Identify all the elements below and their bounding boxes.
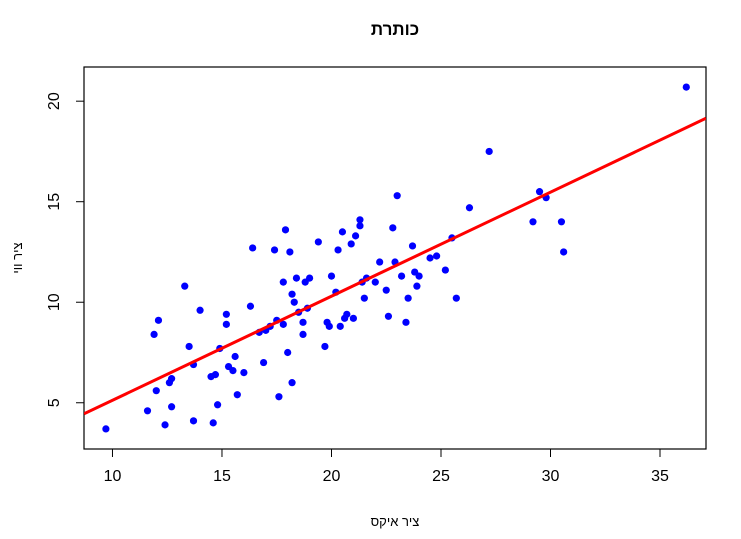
y-tick-label: 5	[46, 398, 63, 407]
data-point	[393, 192, 401, 200]
data-point	[154, 316, 163, 324]
data-point	[143, 407, 152, 415]
x-axis-label: ציר איקס	[371, 514, 420, 529]
data-point	[351, 232, 360, 240]
data-point	[441, 266, 449, 274]
data-point	[452, 294, 460, 302]
data-point	[233, 391, 241, 399]
data-point	[279, 278, 287, 286]
regression-line-layer	[84, 116, 706, 416]
data-point	[152, 387, 160, 395]
data-point	[356, 222, 364, 230]
data-point	[336, 322, 344, 330]
data-point	[185, 342, 193, 351]
data-point	[249, 244, 257, 252]
x-tick-label: 15	[213, 468, 231, 485]
data-point	[284, 348, 292, 357]
regression-line	[84, 116, 706, 416]
data-point	[259, 358, 268, 367]
data-point	[240, 369, 248, 377]
data-point	[343, 310, 351, 318]
data-point	[327, 272, 336, 280]
data-point	[209, 419, 217, 427]
data-point	[161, 421, 169, 429]
data-point	[347, 240, 355, 248]
data-point	[213, 401, 222, 409]
data-points	[102, 83, 690, 433]
data-point	[299, 330, 307, 338]
y-tick-label: 10	[46, 293, 63, 311]
y-tick-label: 15	[46, 193, 63, 211]
data-point	[292, 274, 301, 282]
data-point	[229, 366, 237, 375]
data-point	[231, 352, 239, 361]
y-axis: 5 10 15 20	[46, 92, 84, 407]
y-axis-label: ציר ווי	[10, 242, 25, 273]
data-point	[305, 274, 314, 282]
data-point	[557, 218, 566, 226]
data-point	[376, 258, 384, 266]
data-point	[402, 318, 410, 326]
x-tick-label: 35	[651, 468, 669, 485]
data-point	[288, 290, 296, 298]
data-point	[299, 318, 307, 326]
data-point	[222, 310, 230, 318]
data-point	[288, 379, 296, 387]
chart-title: כותרת	[371, 20, 419, 39]
data-point	[334, 246, 342, 254]
data-point	[426, 254, 434, 262]
data-point	[168, 403, 176, 411]
data-point	[338, 228, 347, 236]
data-point	[275, 393, 283, 401]
data-point	[356, 216, 364, 224]
data-point	[485, 147, 493, 156]
data-point	[389, 224, 397, 232]
data-point	[211, 371, 220, 379]
data-point	[246, 302, 255, 310]
data-point	[181, 282, 189, 290]
data-point	[404, 294, 412, 302]
x-axis: 10 15 20 25 30 35	[104, 449, 669, 485]
data-point	[321, 342, 329, 351]
data-point	[433, 252, 441, 260]
x-tick-label: 30	[542, 468, 560, 485]
data-point	[102, 425, 110, 433]
data-point	[196, 306, 204, 314]
data-point	[560, 248, 568, 256]
data-point	[349, 314, 357, 322]
x-tick-label: 25	[432, 468, 450, 485]
data-point	[535, 188, 544, 196]
data-point	[397, 272, 406, 280]
data-point	[360, 294, 368, 302]
data-point	[150, 330, 158, 338]
x-tick-label: 20	[323, 468, 341, 485]
data-point	[413, 282, 421, 290]
data-point	[189, 417, 198, 425]
data-point	[286, 248, 294, 256]
data-point	[168, 375, 176, 383]
data-point	[382, 286, 390, 294]
data-point	[270, 246, 279, 254]
data-point	[682, 83, 690, 91]
data-point	[371, 278, 379, 286]
x-tick-label: 10	[104, 468, 122, 485]
data-point	[415, 272, 423, 280]
data-point	[314, 238, 322, 246]
data-point	[384, 312, 393, 320]
data-point	[290, 298, 298, 306]
data-point	[279, 320, 287, 328]
plot-frame	[83, 66, 707, 450]
data-point	[281, 226, 290, 234]
data-point	[325, 322, 333, 330]
data-point	[222, 320, 230, 328]
y-tick-label: 20	[46, 92, 63, 110]
data-point	[408, 242, 417, 250]
data-point	[529, 218, 537, 226]
data-point	[465, 204, 474, 212]
